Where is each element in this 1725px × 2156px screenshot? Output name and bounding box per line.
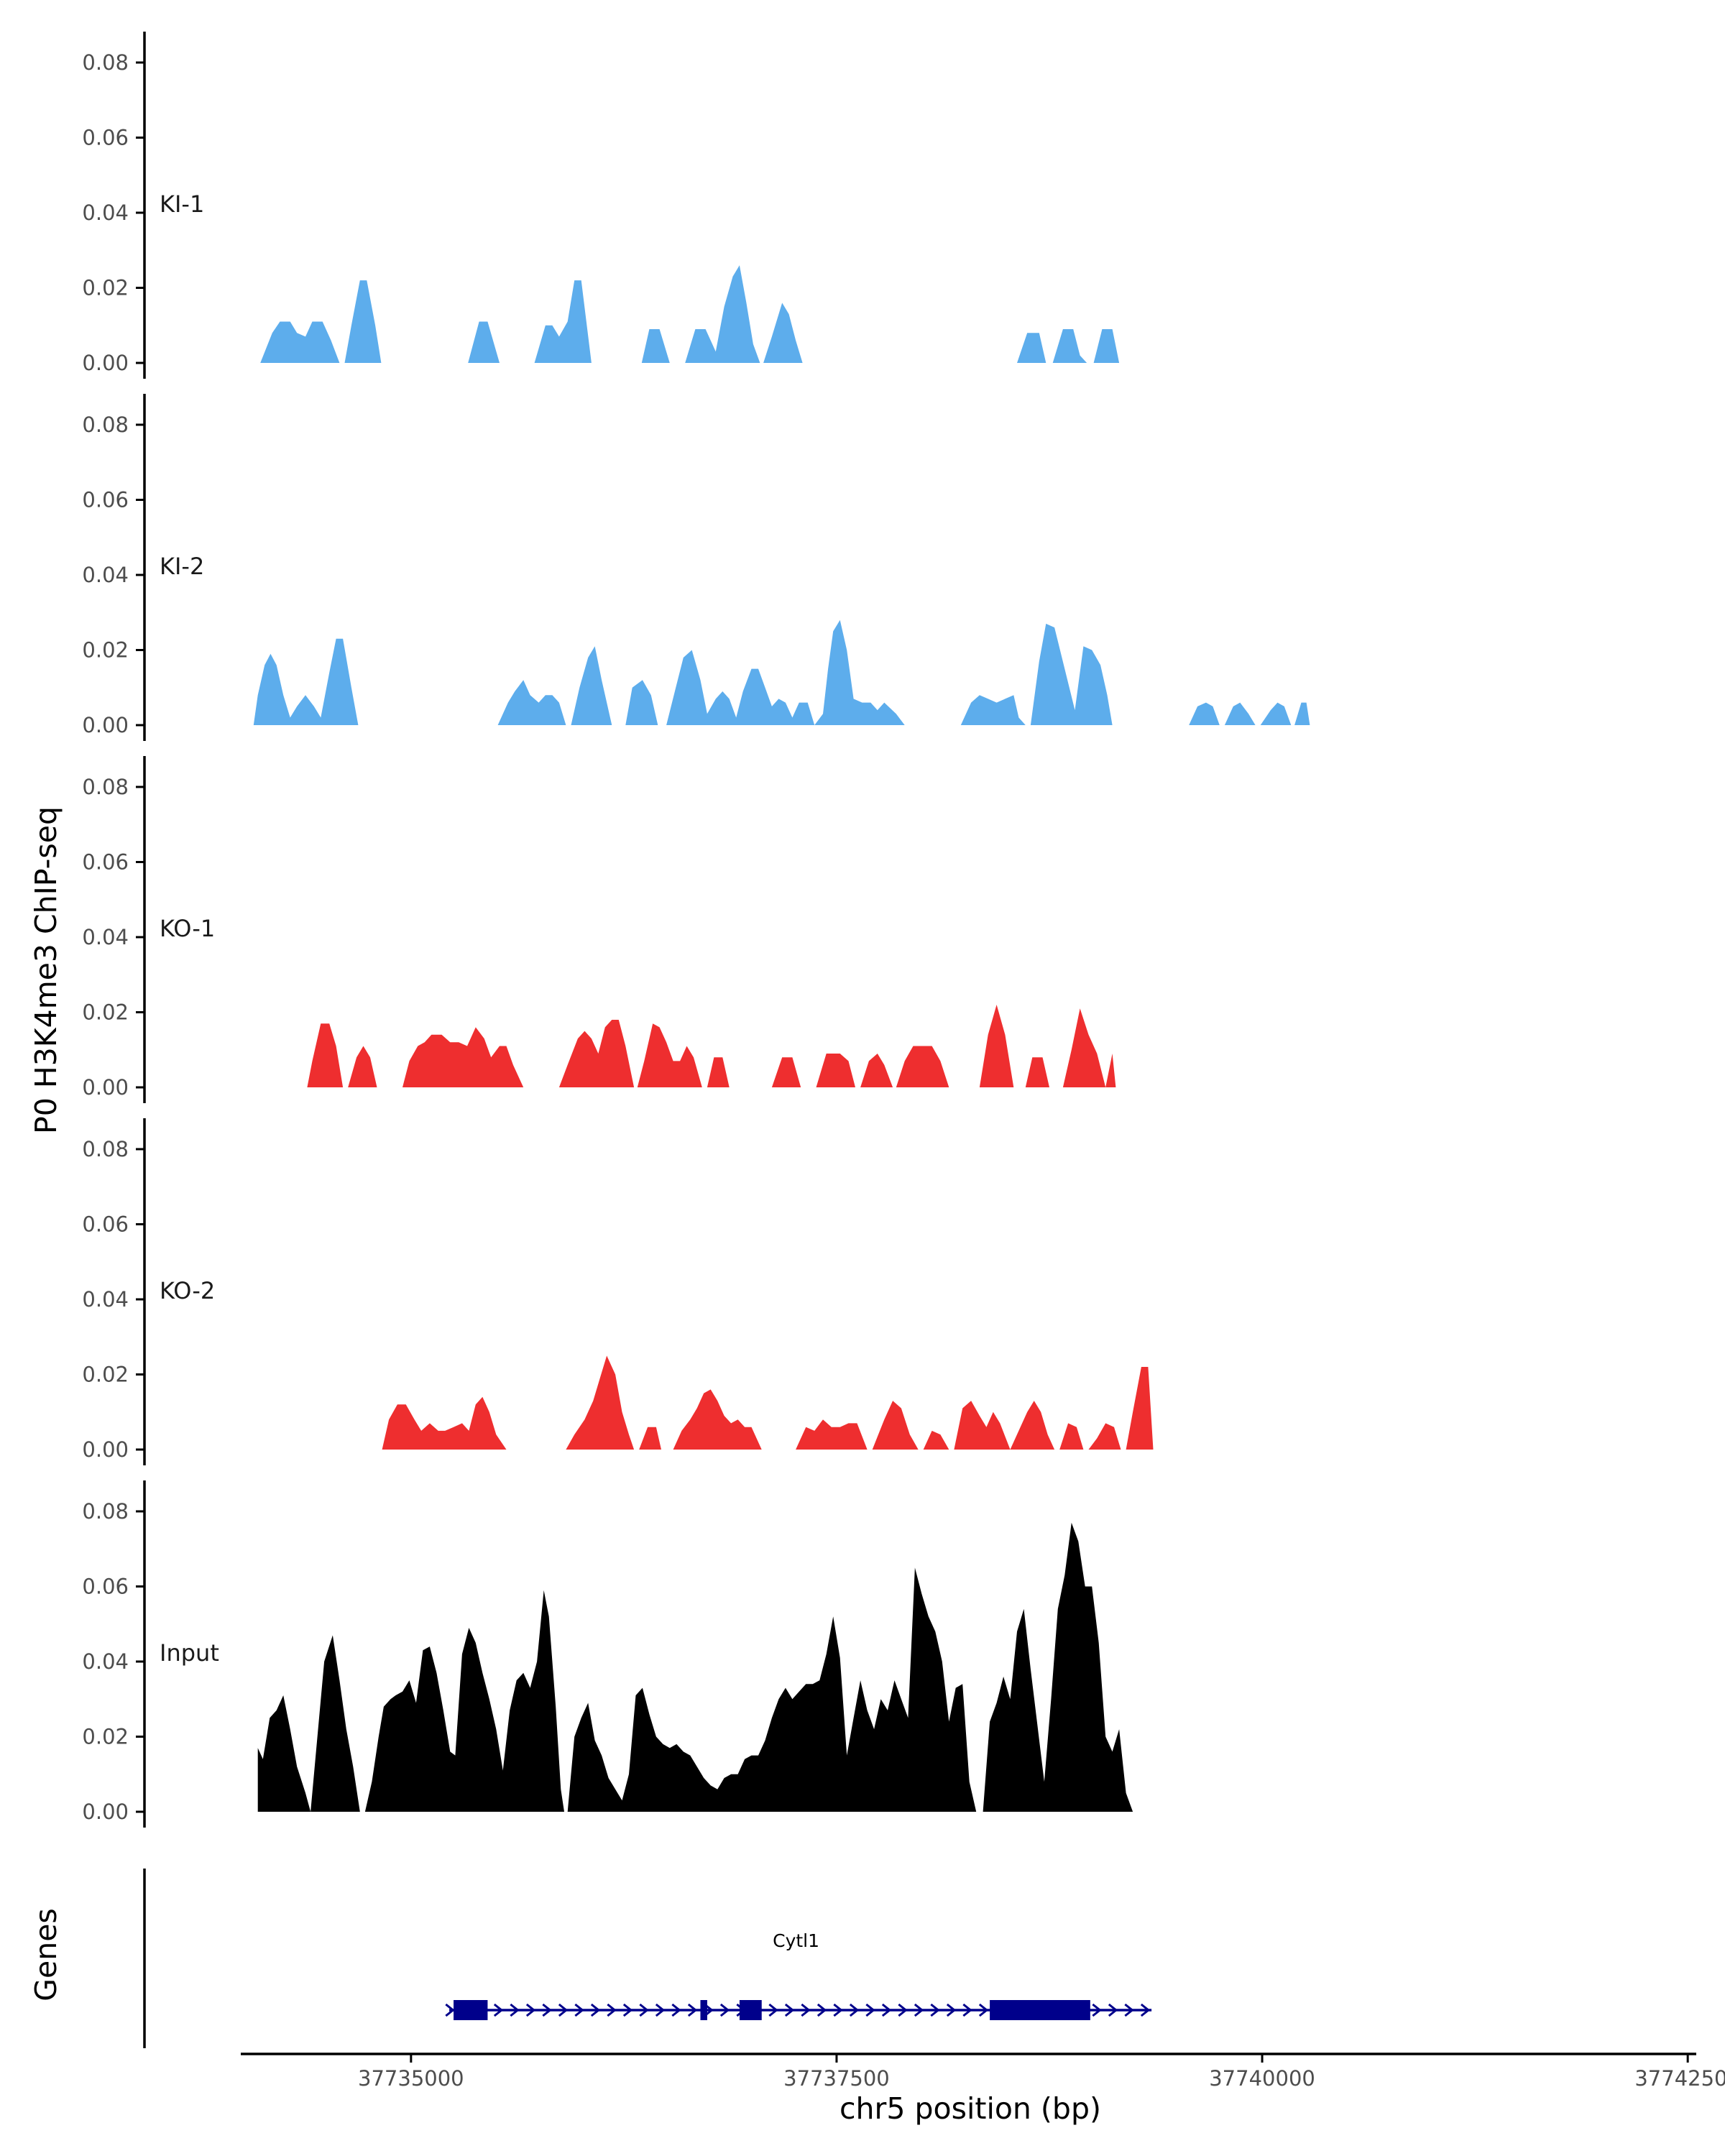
y-tick-label: 0.02 xyxy=(82,276,129,300)
track-label: KI-2 xyxy=(160,553,204,580)
gene-exon xyxy=(700,2000,707,2020)
y-tick-label: 0.02 xyxy=(82,1725,129,1749)
y-axis-title: P0 H3K4me3 ChIP-seq xyxy=(29,806,63,1134)
track-label: KI-1 xyxy=(160,190,204,218)
coverage-area-input xyxy=(257,1522,1133,1812)
strand-arrow xyxy=(930,2003,940,2017)
strand-arrow xyxy=(849,2003,860,2017)
y-tick-label: 0.06 xyxy=(82,488,129,512)
strand-arrow xyxy=(525,2003,536,2017)
y-tick-label: 0.00 xyxy=(82,351,129,375)
strand-arrow xyxy=(719,2003,730,2017)
y-tick-label: 0.00 xyxy=(82,1437,129,1462)
strand-arrow xyxy=(687,2003,698,2017)
y-tick-label: 0.04 xyxy=(82,925,129,949)
strand-arrow xyxy=(655,2003,666,2017)
y-tick-label: 0.08 xyxy=(82,1137,129,1161)
y-tick-label: 0.00 xyxy=(82,1800,129,1824)
track-ko-2: 0.00 0.02 0.04 0.06 0.08 KO-2 xyxy=(82,1118,1154,1465)
strand-arrow xyxy=(946,2003,957,2017)
strand-arrow xyxy=(833,2003,843,2017)
x-tick-label: 37737500 xyxy=(783,2066,890,2091)
strand-arrow xyxy=(978,2003,989,2017)
coverage-area-ko-2 xyxy=(382,1355,1154,1450)
x-tick-label: 37735000 xyxy=(358,2066,464,2091)
strand-arrow xyxy=(1092,2003,1102,2017)
y-tick-label: 0.02 xyxy=(82,638,129,663)
strand-arrow xyxy=(671,2003,681,2017)
y-tick-label: 0.06 xyxy=(82,126,129,150)
gene-exon xyxy=(454,2000,488,2020)
track-label: Input xyxy=(160,1639,219,1667)
y-tick-label: 0.08 xyxy=(82,775,129,799)
coverage-area-ki-1 xyxy=(260,265,1120,363)
strand-arrow xyxy=(865,2003,875,2017)
strand-arrow xyxy=(445,2003,455,2017)
coverage-area-ki-2 xyxy=(253,619,1310,725)
gene-name-label: Cytl1 xyxy=(773,1930,819,1951)
strand-arrow xyxy=(1124,2003,1134,2017)
strand-arrow xyxy=(1140,2003,1151,2017)
y-tick-label: 0.08 xyxy=(82,50,129,75)
strand-arrow xyxy=(558,2003,569,2017)
strand-arrow xyxy=(590,2003,601,2017)
y-tick-label: 0.08 xyxy=(82,413,129,437)
strand-arrow xyxy=(801,2003,811,2017)
strand-arrow xyxy=(607,2003,617,2017)
strand-arrow xyxy=(768,2003,778,2017)
y-tick-label: 0.06 xyxy=(82,1212,129,1237)
strand-arrow xyxy=(898,2003,908,2017)
strand-arrow xyxy=(639,2003,649,2017)
y-tick-label: 0.00 xyxy=(82,1075,129,1100)
y-tick-label: 0.02 xyxy=(82,1363,129,1387)
gene-track: Cytl1 xyxy=(143,1869,1152,2048)
x-axis-title: chr5 position (bp) xyxy=(840,2091,1101,2126)
y-tick-label: 0.06 xyxy=(82,850,129,875)
x-tick-label: 37742500 xyxy=(1634,2066,1725,2091)
tracks-layer: 0.00 0.02 0.04 0.06 0.08 KI-1 0.00 0.02 0.04 0.06… xyxy=(82,32,1310,1828)
strand-arrow xyxy=(914,2003,924,2017)
y-tick-label: 0.08 xyxy=(82,1499,129,1524)
x-axis: 37735000 37737500 37740000 37742500 xyxy=(241,2053,1725,2091)
y-tick-label: 0.06 xyxy=(82,1575,129,1599)
y-tick-label: 0.04 xyxy=(82,201,129,225)
strand-arrow xyxy=(574,2003,584,2017)
track-label: KO-2 xyxy=(160,1277,215,1304)
track-ki-2: 0.00 0.02 0.04 0.06 0.08 KI-2 xyxy=(82,394,1310,741)
coverage-area-ko-1 xyxy=(307,1005,1116,1087)
strand-arrow xyxy=(784,2003,795,2017)
y-tick-label: 0.02 xyxy=(82,1000,129,1025)
genes-axis-title: Genes xyxy=(29,1908,63,2001)
track-ki-1: 0.00 0.02 0.04 0.06 0.08 KI-1 xyxy=(82,32,1120,379)
strand-arrow xyxy=(510,2003,520,2017)
strand-arrow xyxy=(962,2003,972,2017)
y-tick-label: 0.04 xyxy=(82,1287,129,1312)
y-tick-label: 0.00 xyxy=(82,713,129,737)
track-input: 0.00 0.02 0.04 0.06 0.08 Input xyxy=(82,1480,1133,1828)
strand-arrow xyxy=(1108,2003,1118,2017)
strand-arrow xyxy=(881,2003,892,2017)
x-tick-label: 37740000 xyxy=(1209,2066,1315,2091)
track-label: KO-1 xyxy=(160,915,215,942)
strand-arrow xyxy=(493,2003,504,2017)
gene-exon xyxy=(990,2000,1090,2020)
gene-exon xyxy=(739,2000,762,2020)
strand-arrow xyxy=(542,2003,552,2017)
y-tick-label: 0.04 xyxy=(82,1649,129,1674)
strand-arrow xyxy=(816,2003,827,2017)
y-tick-label: 0.04 xyxy=(82,563,129,587)
strand-arrow xyxy=(622,2003,633,2017)
track-ko-1: 0.00 0.02 0.04 0.06 0.08 KO-1 xyxy=(82,756,1116,1103)
